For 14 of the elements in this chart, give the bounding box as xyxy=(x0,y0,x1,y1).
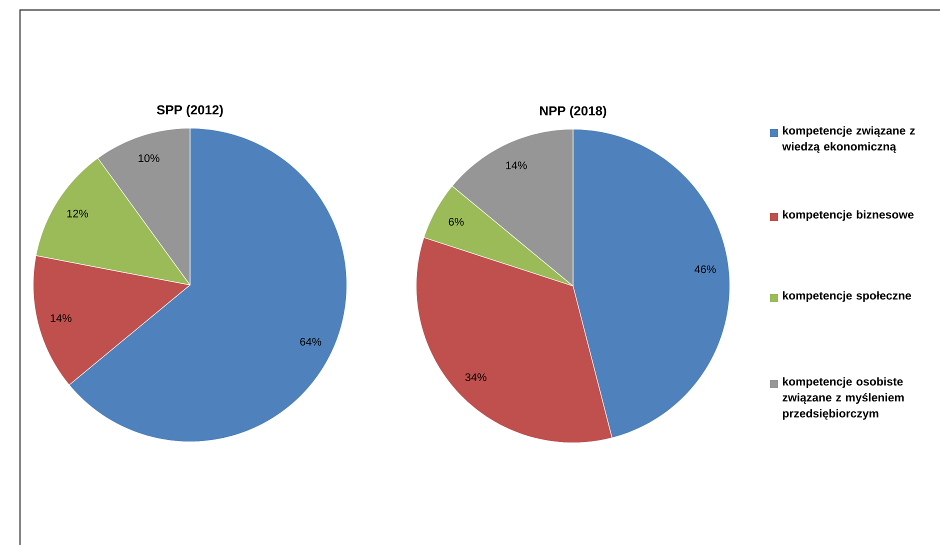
data-label: 34% xyxy=(465,373,486,382)
data-label: 10% xyxy=(138,154,160,162)
chart-title: NPP (2018) xyxy=(540,106,606,118)
data-label: 12% xyxy=(67,210,88,218)
data-label: 46% xyxy=(694,265,716,274)
data-label: 14% xyxy=(506,162,527,170)
legend-label: kompetencje związane z wiedzą ekonomiczną xyxy=(782,126,915,153)
data-label: 64% xyxy=(300,338,322,346)
chart-title: SPP (2012) xyxy=(156,104,223,117)
data-label: 6% xyxy=(448,218,464,226)
legend-label: kompetencje społeczne xyxy=(783,291,912,302)
data-label: 14% xyxy=(50,314,72,322)
legend-label: kompetencje biznesowe xyxy=(783,210,914,221)
legend-label: kompetencje osobiste związane z myśleniem przedsiębiorczym xyxy=(782,377,904,420)
